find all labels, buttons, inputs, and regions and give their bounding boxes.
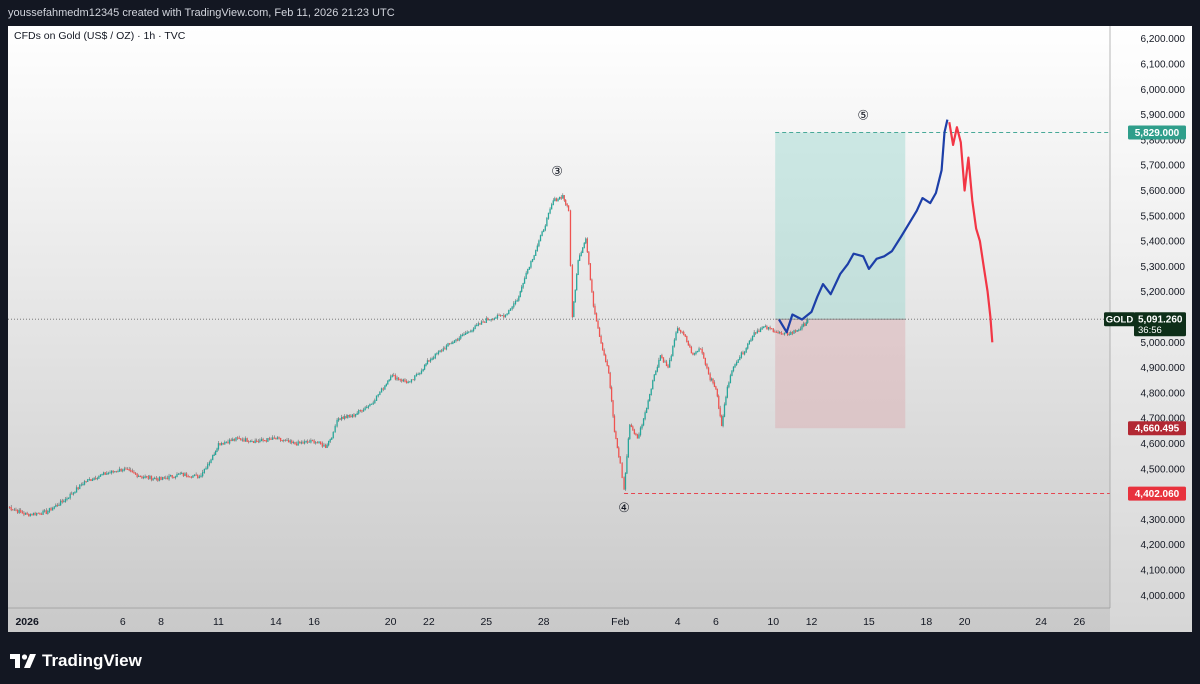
x-tick-label: 11 <box>213 616 224 628</box>
wave-label-5[interactable]: ⑤ <box>857 108 869 123</box>
y-tick-label: 4,600.000 <box>1141 439 1186 450</box>
x-tick-label: 8 <box>158 616 164 628</box>
y-tick-label: 5,300.000 <box>1141 262 1186 273</box>
countdown-timer: 36:56 <box>1138 325 1162 336</box>
y-tick-label: 5,600.000 <box>1141 186 1186 197</box>
y-tick-label: 6,000.000 <box>1141 85 1186 96</box>
x-tick-label: 15 <box>863 616 875 628</box>
x-tick-label: 6 <box>120 616 126 628</box>
x-tick-label: 26 <box>1074 616 1086 628</box>
x-tick-label: 2026 <box>15 616 39 628</box>
x-tick-label: 28 <box>538 616 550 628</box>
y-tick-label: 4,900.000 <box>1141 363 1186 374</box>
x-tick-label: 12 <box>806 616 818 628</box>
y-tick-label: 5,200.000 <box>1141 287 1186 298</box>
symbol-tag-text: GOLD <box>1106 315 1134 326</box>
low-price-tag-text: 4,402.060 <box>1135 489 1180 500</box>
y-tick-label: 6,100.000 <box>1141 59 1186 70</box>
footer-bar: TradingView <box>0 632 1200 684</box>
stop-zone[interactable] <box>775 319 906 429</box>
x-tick-label: 6 <box>713 616 719 628</box>
wave-label-3[interactable]: ③ <box>551 163 563 178</box>
y-tick-label: 4,500.000 <box>1141 464 1186 475</box>
current-price-value: 5,091.260 <box>1138 315 1183 326</box>
x-tick-label: 24 <box>1035 616 1047 628</box>
y-tick-label: 5,500.000 <box>1141 211 1186 222</box>
x-tick-label: 20 <box>959 616 971 628</box>
forecast-decline-path[interactable] <box>948 122 994 343</box>
x-tick-label: 16 <box>308 616 320 628</box>
current-price-tag <box>1134 312 1186 337</box>
y-tick-label: 5,700.000 <box>1141 161 1186 172</box>
target-price-tag-text: 5,829.000 <box>1135 128 1180 139</box>
y-tick-label: 4,100.000 <box>1141 566 1186 577</box>
y-tick-label: 4,300.000 <box>1141 515 1186 526</box>
stop-price-tag-text: 4,660.495 <box>1135 424 1180 435</box>
tradingview-logo-icon <box>10 654 36 668</box>
forecast-rally-path[interactable] <box>778 119 949 334</box>
x-tick-label: 14 <box>270 616 282 628</box>
y-tick-label: 4,700.000 <box>1141 414 1186 425</box>
y-tick-label: 5,400.000 <box>1141 237 1186 248</box>
target-zone[interactable] <box>775 132 906 320</box>
x-tick-label: 22 <box>423 616 435 628</box>
x-tick-label: 25 <box>480 616 492 628</box>
x-tick-label: 4 <box>675 616 681 628</box>
x-tick-label: Feb <box>611 616 629 628</box>
attribution-text: youssefahmedm12345 created with TradingV… <box>8 7 395 19</box>
chart-area[interactable]: ③ ④ ⑤ 4,000.000 4,100.000 4,200.000 4,300.000… <box>8 26 1192 632</box>
y-tick-label: 4,000.000 <box>1141 591 1186 602</box>
symbol-title: CFDs on Gold (US$ / OZ) · 1h · TVC <box>14 30 186 42</box>
stop-price-tag <box>1128 421 1186 436</box>
y-tick-label: 5,000.000 <box>1141 338 1186 349</box>
x-tick-label: 10 <box>767 616 779 628</box>
y-tick-label: 6,200.000 <box>1141 34 1186 45</box>
y-tick-label: 5,800.000 <box>1141 135 1186 146</box>
symbol-tag[interactable] <box>1104 312 1135 327</box>
target-price-tag <box>1128 125 1186 140</box>
y-tick-label: 5,900.000 <box>1141 110 1186 121</box>
x-tick-label: 20 <box>385 616 397 628</box>
x-tick-label: 18 <box>920 616 932 628</box>
price-chart[interactable]: ③ ④ ⑤ 4,000.000 4,100.000 4,200.000 4,300.000… <box>8 26 1192 632</box>
y-tick-label: 4,200.000 <box>1141 540 1186 551</box>
low-price-tag <box>1128 486 1186 501</box>
tradingview-logo-text: TradingView <box>42 651 142 670</box>
attribution-bar: youssefahmedm12345 created with TradingV… <box>0 0 1200 26</box>
y-tick-label: 4,800.000 <box>1141 388 1186 399</box>
tradingview-logo[interactable]: TradingView <box>10 651 142 671</box>
wave-label-4[interactable]: ④ <box>618 500 630 515</box>
